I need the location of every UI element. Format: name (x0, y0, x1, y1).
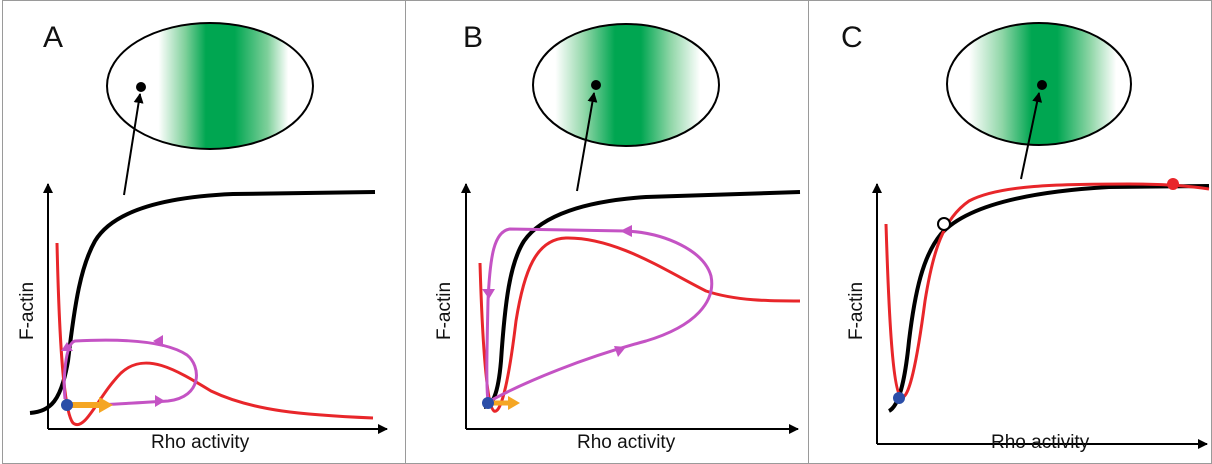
trajectory-arrowhead (614, 346, 626, 357)
stable-fixed-point (893, 392, 905, 404)
trajectory-arrowhead (155, 395, 165, 407)
rho-nullcline (884, 182, 1210, 399)
high-activity-fixed-point (1167, 178, 1179, 190)
panel-a: A (2, 0, 406, 464)
y-axis-label: F-actin (434, 281, 455, 340)
stable-fixed-point (61, 399, 73, 411)
panel-letter: A (43, 21, 64, 54)
perturbation-arrowhead (99, 397, 113, 413)
panel-letter: C (841, 21, 863, 54)
y-axis-label: F-actin (846, 281, 867, 340)
x-axis-label: Rho activity (151, 432, 250, 453)
pointer-arrow (123, 93, 144, 196)
trajectory-arrowhead (482, 289, 495, 299)
unstable-fixed-point (937, 217, 951, 231)
sample-point-dot (591, 80, 601, 90)
sample-point-dot (1037, 80, 1047, 90)
pointer-arrow (576, 92, 598, 192)
panel-b-diagram (461, 23, 801, 434)
f-actin-nullcline (887, 184, 1210, 413)
panel-c-diagram (872, 22, 1210, 449)
embryo-cell (532, 23, 720, 147)
x-axis-label: Rho activity (991, 432, 1090, 453)
panel-c: C (808, 0, 1212, 464)
rho-nullcline (55, 242, 374, 427)
sample-point-dot (136, 82, 146, 92)
trajectory-arrowhead (153, 335, 163, 347)
pointer-arrow (1020, 92, 1043, 180)
trajectory-loop (485, 227, 714, 404)
y-axis-label: F-actin (17, 281, 38, 340)
trajectory-arrowhead (61, 342, 73, 351)
embryo-cell (106, 22, 314, 150)
f-actin-nullcline (29, 190, 376, 415)
f-actin-nullcline (483, 190, 801, 409)
x-axis-label: Rho activity (577, 432, 676, 453)
panel-a-diagram (29, 22, 388, 434)
stable-fixed-point (482, 397, 494, 409)
panel-letter: B (463, 21, 484, 54)
panel-b: B (405, 0, 809, 464)
rho-nullcline (478, 236, 801, 413)
trajectory-arrowhead (620, 225, 632, 237)
perturbation-arrowhead (508, 396, 520, 410)
